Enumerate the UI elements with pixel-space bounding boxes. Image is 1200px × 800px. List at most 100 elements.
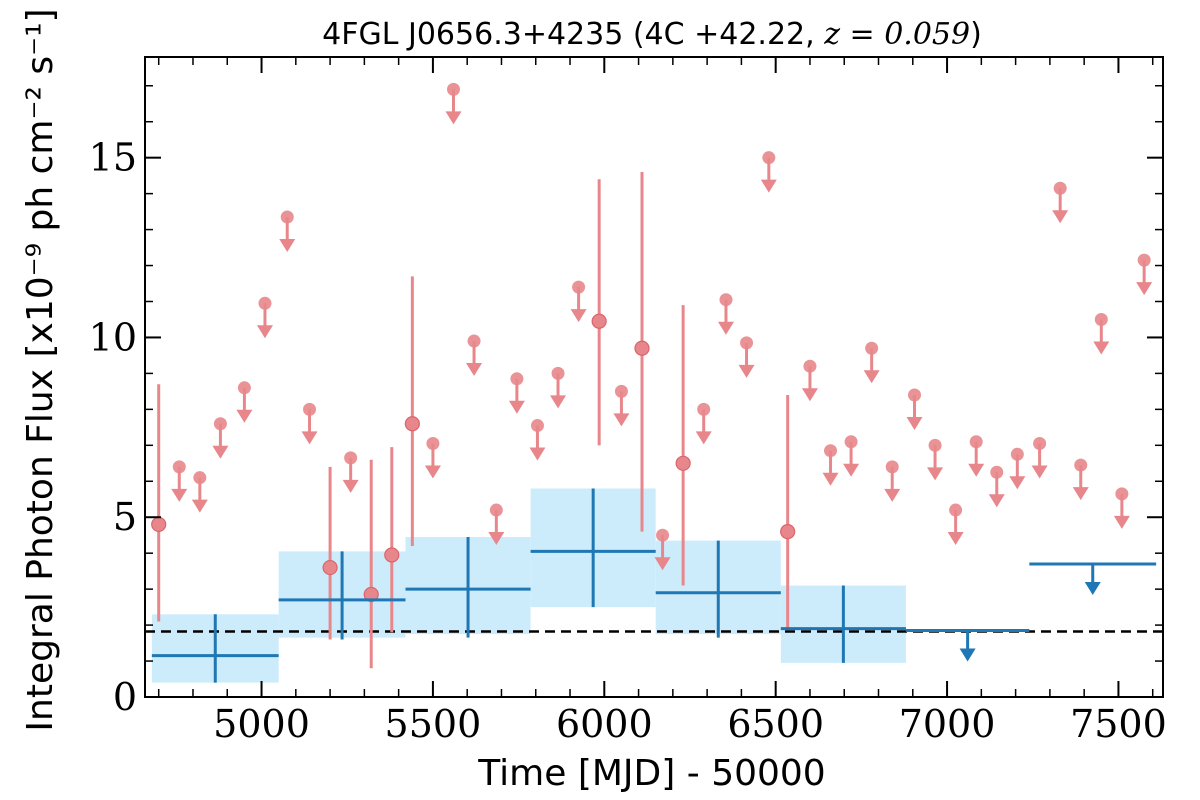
data-point: [803, 359, 817, 373]
chart-title-prefix: 4FGL J0656.3+4235 (4C +42.22,: [322, 17, 824, 52]
data-point: [1137, 253, 1151, 267]
data-point: [591, 313, 607, 329]
upper-limit-arrow: [212, 445, 229, 459]
y-tick-label: 15: [89, 136, 137, 180]
data-point: [467, 334, 481, 348]
data-point: [949, 503, 963, 517]
upper-limit-arrow: [654, 557, 671, 571]
data-point: [614, 384, 628, 398]
data-point: [824, 444, 838, 458]
data-point: [990, 465, 1004, 479]
data-point: [634, 340, 650, 356]
data-point: [363, 586, 379, 603]
data-point: [928, 438, 942, 452]
x-tick-label: 7500: [1070, 702, 1167, 746]
data-point: [1010, 447, 1024, 461]
data-point: [280, 210, 294, 224]
upper-limit-arrow: [301, 431, 318, 445]
data-point: [237, 381, 251, 395]
axes-frame: [144, 56, 1164, 698]
x-tick-label: 7000: [899, 702, 996, 746]
upper-limit-arrow: [1072, 487, 1089, 501]
upper-limit-arrow: [695, 431, 712, 445]
upper-limit-arrow: [171, 488, 188, 502]
data-point: [1115, 487, 1129, 501]
upper-limit-arrow: [927, 467, 944, 481]
y-axis-ticks: 0 5 10 15: [89, 85, 1163, 719]
upper-limit-arrow: [1113, 515, 1130, 529]
chart-title-redshift: z = 0.059: [823, 17, 970, 52]
data-point: [258, 296, 272, 310]
upper-limit-arrow: [760, 179, 777, 193]
short-bin-series: [151, 82, 1153, 669]
data-point: [740, 336, 754, 350]
data-point: [697, 402, 711, 416]
data-point: [1033, 437, 1047, 451]
data-point: [151, 516, 167, 533]
data-point: [780, 524, 796, 540]
data-point: [344, 451, 358, 465]
long-bin-uncertainty-bands: [151, 488, 906, 683]
x-tick-label: 5000: [213, 702, 310, 746]
chart-title-suffix: ): [970, 17, 982, 52]
upper-limit-arrow: [822, 472, 839, 486]
data-point: [446, 82, 460, 96]
upper-limit-arrow: [342, 479, 359, 493]
data-point: [193, 471, 207, 485]
data-point: [303, 402, 317, 416]
data-point: [213, 417, 227, 431]
data-point: [530, 419, 544, 433]
upper-limit-arrow: [947, 532, 964, 546]
upper-limit-arrow: [906, 416, 923, 430]
data-point: [510, 372, 524, 386]
data-point: [844, 435, 858, 449]
upper-limit-arrow: [988, 494, 1005, 508]
upper-limit-arrow: [1009, 476, 1026, 490]
upper-limit-arrow: [1031, 465, 1048, 479]
data-point: [572, 280, 586, 294]
data-point: [551, 366, 565, 380]
upper-limit-arrow: [863, 370, 880, 384]
data-point: [404, 416, 420, 432]
y-tick-label: 5: [113, 495, 137, 539]
plot-frame: [144, 56, 1164, 698]
data-point: [675, 455, 691, 471]
upper-limit-arrow: [1084, 581, 1101, 595]
x-axis-label: Time [MJD] - 50000: [477, 753, 825, 794]
x-tick-label: 5500: [385, 702, 482, 746]
upper-limit-arrow: [445, 111, 462, 125]
upper-limit-arrow: [570, 309, 587, 323]
upper-limit-arrow: [529, 447, 546, 461]
upper-limit-arrow: [738, 364, 755, 378]
upper-limit-arrow: [466, 363, 483, 377]
data-point: [489, 503, 503, 517]
data-point: [656, 528, 670, 542]
data-point: [762, 151, 776, 165]
upper-limit-arrow: [801, 388, 818, 402]
upper-limit-arrow: [236, 409, 253, 423]
x-axis-ticks: 5000 5500 6000 6500 7000 7500: [157, 57, 1167, 746]
data-point: [172, 460, 186, 474]
upper-limit-arrow: [256, 325, 273, 339]
data-point: [969, 435, 983, 449]
upper-limit-arrow: [884, 488, 901, 502]
upper-limit-arrow: [191, 499, 208, 513]
upper-limit-arrow: [1136, 282, 1153, 296]
data-point: [719, 293, 733, 307]
data-point: [885, 460, 899, 474]
chart-title: 4FGL J0656.3+4235 (4C +42.22, z = 0.059): [322, 17, 982, 52]
upper-limit-arrow: [508, 400, 525, 414]
y-tick-label: 0: [113, 675, 137, 719]
y-tick-label: 10: [89, 315, 137, 359]
data-point: [1053, 181, 1067, 195]
upper-limit-arrow: [488, 532, 505, 546]
data-point: [907, 388, 921, 402]
long-bin-series: [151, 488, 1157, 683]
upper-limit-arrow: [843, 463, 860, 477]
x-tick-label: 6500: [727, 702, 824, 746]
data-point: [1074, 458, 1088, 472]
upper-limit-arrow: [959, 648, 976, 662]
x-tick-label: 6000: [556, 702, 653, 746]
data-point: [384, 547, 400, 563]
